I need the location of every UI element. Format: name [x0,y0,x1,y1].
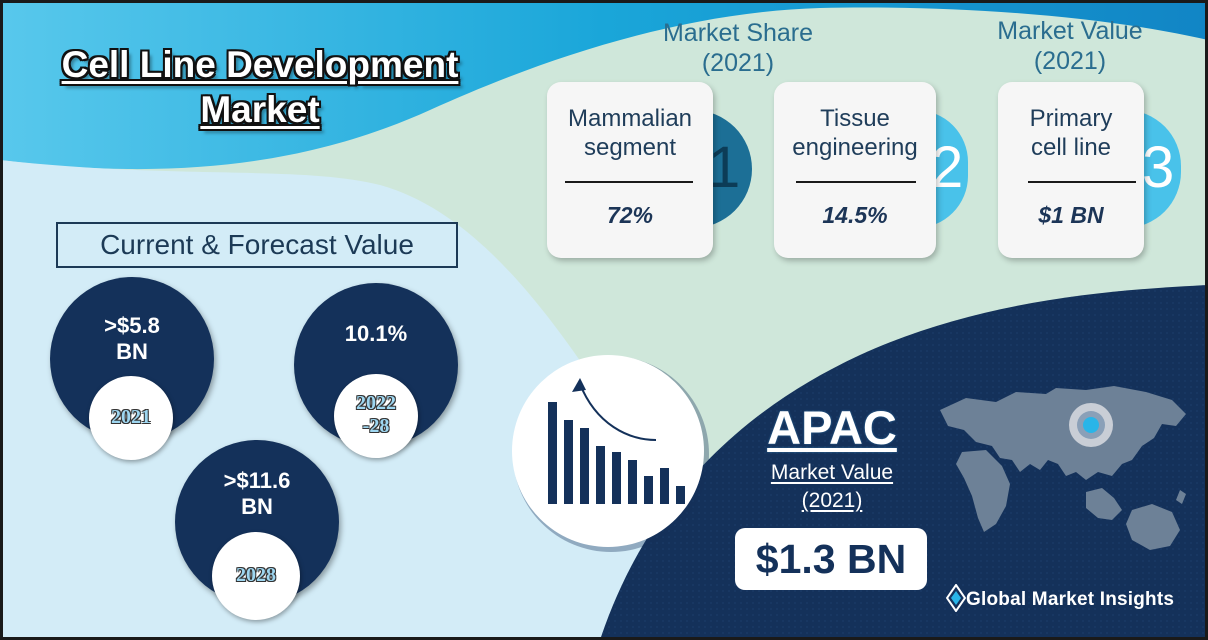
brand-logo-icon [946,584,966,612]
card-divider [1028,181,1136,183]
forecast-period-2022-28: 2022 -28 [334,392,418,438]
forecast-value-line1: >$11.6 [223,468,291,493]
card-title-line1: Primary [1029,105,1113,132]
market-share-heading-line1: Market Share [662,19,814,47]
forecast-year-badge-2022-28: 2022 -28 [334,374,418,458]
card-title-line1: Tissue [820,105,890,132]
card-mammalian-segment: Mammalian segment 72% [547,82,713,258]
card-title-tissue: Tissue engineering [774,104,936,162]
location-pin-icon [1069,403,1113,447]
card-title-line1: Mammalian [567,105,693,132]
market-share-heading: Market Share (2021) [640,18,836,78]
card-value-mammalian: 72% [606,202,654,228]
card-divider [796,181,916,183]
card-title-line2: cell line [1030,134,1112,161]
card-title-line2: segment [583,134,677,161]
bar-chart-growth-icon [512,355,709,552]
card-number-2: 2 [931,135,964,200]
card-primary-cell-line: Primary cell line $1 BN [998,82,1144,258]
apac-label-line2: (2021) [801,489,863,512]
world-map-icon [940,386,1186,550]
forecast-value-2028: >$11.6 BN [175,468,339,520]
forecast-value-2021: >$5.8 BN [50,313,214,365]
forecast-heading: Current & Forecast Value [56,222,458,268]
forecast-period-line1: 2022 [356,392,396,414]
apac-value: $1.3 BN [735,528,927,590]
forecast-year-badge-2028: 2028 [212,532,300,620]
card-title-mammalian: Mammalian segment [547,104,713,162]
title-line-1: Cell Line Development [61,44,459,85]
card-title-primary: Primary cell line [998,104,1144,162]
forecast-value-line2: BN [116,339,148,364]
card-value-primary: $1 BN [1038,202,1104,228]
apac-region: APAC [767,401,897,454]
card-number-3: 3 [1142,135,1175,200]
market-share-heading-line2: (2021) [701,49,775,77]
forecast-period-line2: -28 [362,415,390,437]
apac-label-line1: Market Value [770,461,894,484]
forecast-value-line2: BN [241,494,273,519]
card-value-tissue: 14.5% [822,202,888,228]
market-value-heading: Market Value (2021) [975,16,1165,76]
card-title-line2: engineering [792,134,918,161]
forecast-year-2021: 2021 [111,406,151,428]
forecast-value-cagr: 10.1% [344,321,408,346]
title-line-2: Market [200,89,320,130]
market-value-heading-line2: (2021) [1033,47,1107,75]
forecast-value-line1: >$5.8 [104,313,160,338]
brand-name: Global Market Insights [966,589,1175,610]
forecast-year-badge-2021: 2021 [89,376,173,460]
card-tissue-engineering: Tissue engineering 14.5% [774,82,936,258]
card-number-1: 1 [708,135,741,200]
forecast-year-2028: 2028 [236,564,276,586]
market-value-heading-line1: Market Value [997,17,1143,45]
card-divider [565,181,693,183]
